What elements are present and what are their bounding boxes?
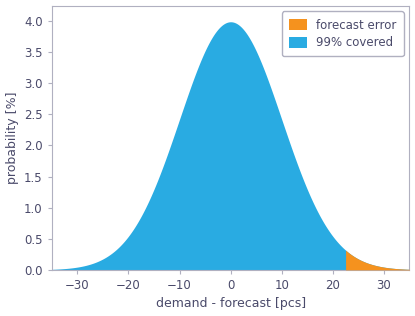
Legend: forecast error, 99% covered: forecast error, 99% covered [282, 11, 403, 56]
X-axis label: demand - forecast [pcs]: demand - forecast [pcs] [156, 297, 306, 310]
Y-axis label: probability [%]: probability [%] [5, 91, 19, 184]
